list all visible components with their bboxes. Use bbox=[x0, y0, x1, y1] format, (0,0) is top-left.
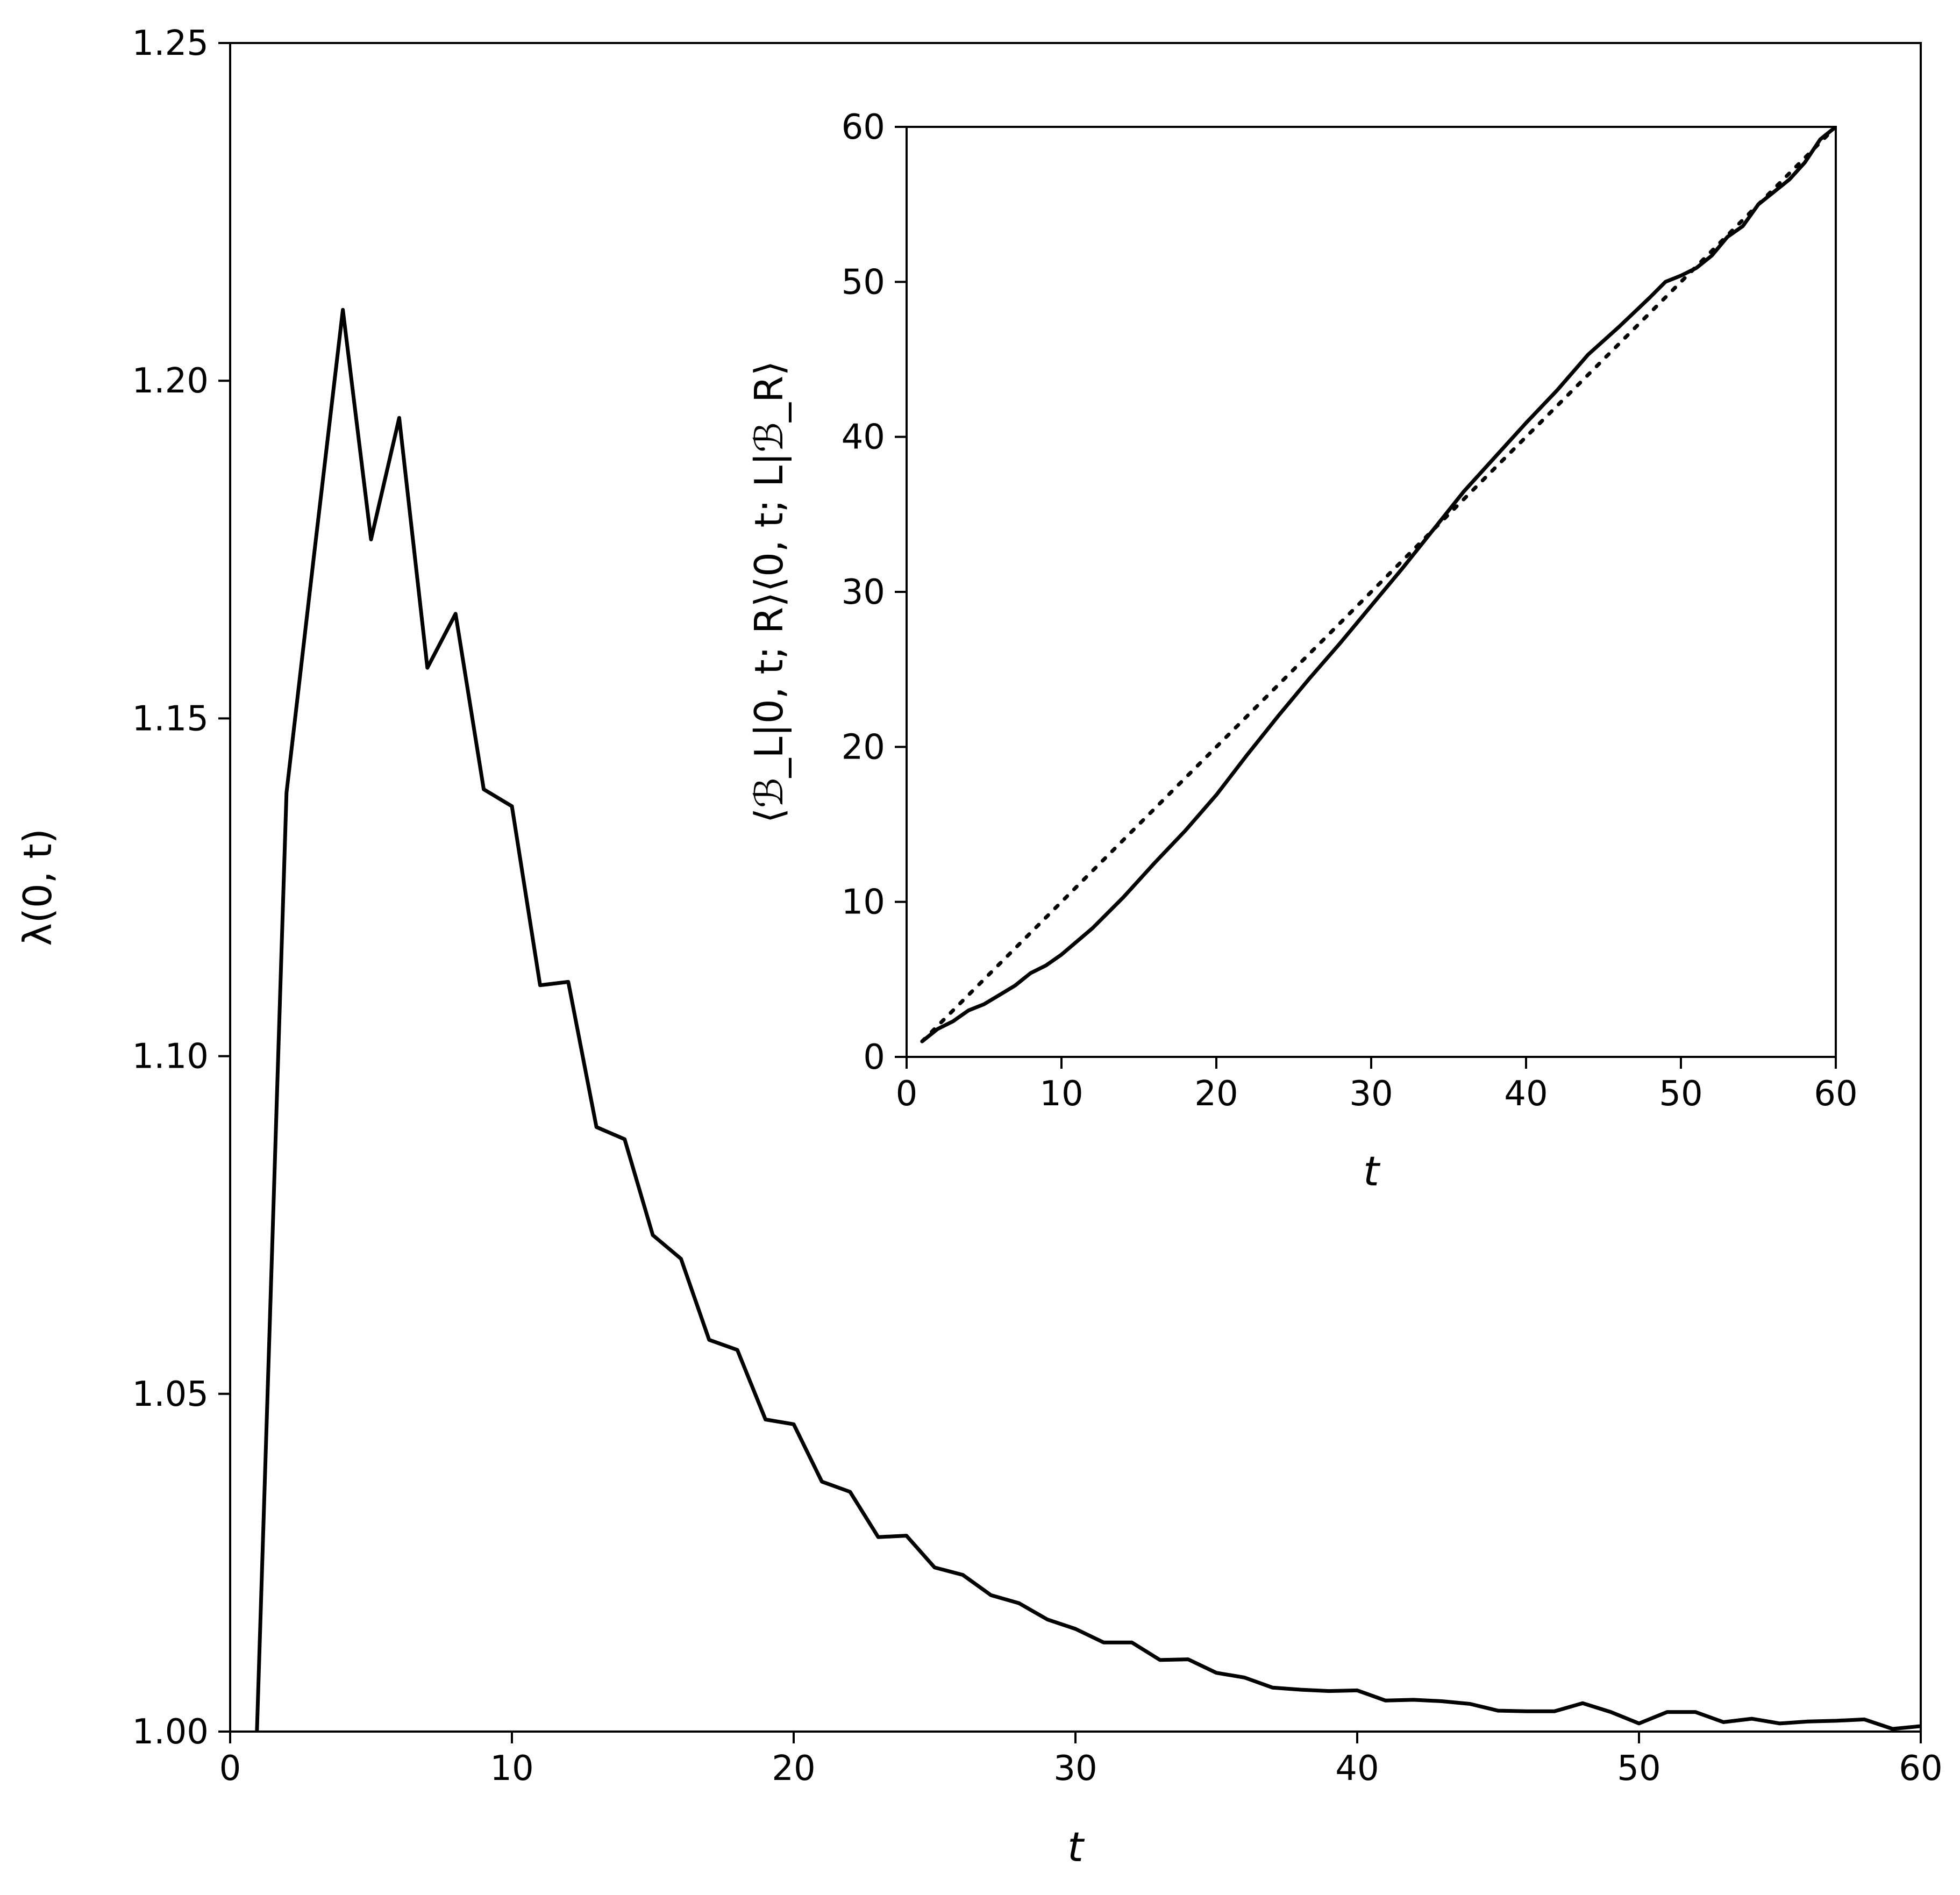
inset-y-tick-label: 60 bbox=[842, 108, 885, 147]
main-y-tick-label: 1.10 bbox=[132, 1037, 209, 1077]
inset-series-solid-line bbox=[921, 127, 1836, 1043]
main-y-axis-label: λ(0, t) bbox=[15, 828, 60, 946]
inset-y-axis-label: ⟨ℬ_L|0, t; R⟩⟨0, t; L|ℬ_R⟩ bbox=[746, 361, 792, 823]
inset-x-tick-label: 0 bbox=[896, 1074, 918, 1114]
inset-x-tick-label: 20 bbox=[1194, 1074, 1238, 1114]
inset-y-tick-label: 50 bbox=[842, 262, 885, 302]
main-y-tick-label: 1.00 bbox=[132, 1712, 209, 1752]
main-line-layer bbox=[255, 308, 1921, 1732]
inset-x-tick-label: 50 bbox=[1659, 1074, 1702, 1114]
inset-x-axis-label: t bbox=[1363, 1147, 1381, 1195]
inset-chart: 0 10 20 30 40 50 60 0 10 20 30 40 50 60 t ⟨ℬ_L|0, t; … bbox=[746, 108, 1858, 1195]
main-y-tick-label: 1.20 bbox=[132, 361, 209, 401]
main-y-tick-label: 1.15 bbox=[132, 699, 209, 739]
inset-y-tick-label: 30 bbox=[842, 573, 885, 612]
main-x-tick-label: 10 bbox=[490, 1749, 533, 1789]
inset-ticks: 0 10 20 30 40 50 60 0 10 20 30 40 50 60 bbox=[842, 108, 1858, 1114]
main-ticks: 0 10 20 30 40 50 60 1.00 1.05 1.10 1.15 1.20 1.25 bbox=[132, 24, 1943, 1789]
inset-y-tick-label: 20 bbox=[842, 727, 885, 767]
inset-x-tick-label: 30 bbox=[1349, 1074, 1393, 1114]
inset-y-tick-label: 40 bbox=[842, 418, 885, 457]
inset-y-tick-label: 10 bbox=[842, 883, 885, 923]
main-y-axis-label-text: λ(0, t) bbox=[15, 828, 60, 946]
main-series-solid-line bbox=[255, 308, 1921, 1732]
main-x-tick-label: 50 bbox=[1617, 1749, 1660, 1789]
main-x-tick-label: 40 bbox=[1335, 1749, 1379, 1789]
main-chart: 0 10 20 30 40 50 601.001.051.101.151.201.25 t … bbox=[15, 24, 1943, 1871]
inset-series-dotted-line bbox=[920, 127, 1836, 1043]
main-x-tick-label: 30 bbox=[1053, 1749, 1097, 1789]
main-x-axis-label: t bbox=[1067, 1823, 1085, 1871]
main-x-tick-label: 60 bbox=[1899, 1749, 1942, 1789]
main-y-tick-label: 1.25 bbox=[132, 24, 209, 63]
main-y-tick-label: 1.05 bbox=[132, 1375, 209, 1414]
inset-y-tick-label: 0 bbox=[863, 1038, 885, 1077]
inset-line-layer bbox=[920, 127, 1836, 1043]
main-x-tick-label: 0 bbox=[219, 1749, 241, 1789]
main-x-tick-label: 20 bbox=[772, 1749, 815, 1789]
inset-x-tick-label: 10 bbox=[1039, 1074, 1083, 1114]
inset-x-tick-label: 60 bbox=[1814, 1074, 1857, 1114]
inset-x-tick-label: 40 bbox=[1504, 1074, 1548, 1114]
